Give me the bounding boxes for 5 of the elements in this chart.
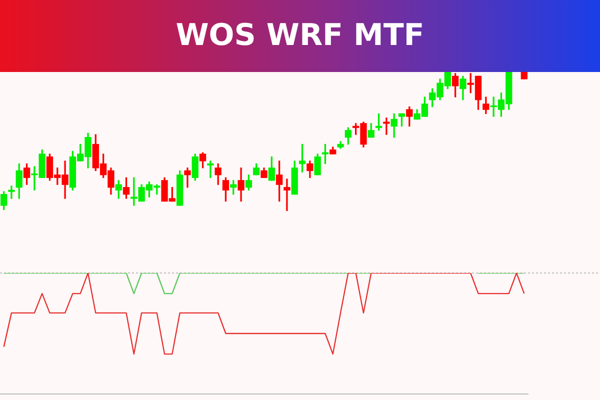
- candlestick: [207, 160, 214, 178]
- candlestick: [284, 178, 290, 211]
- candlestick: [8, 186, 15, 199]
- candlestick: [184, 168, 191, 188]
- candlestick: [383, 118, 390, 135]
